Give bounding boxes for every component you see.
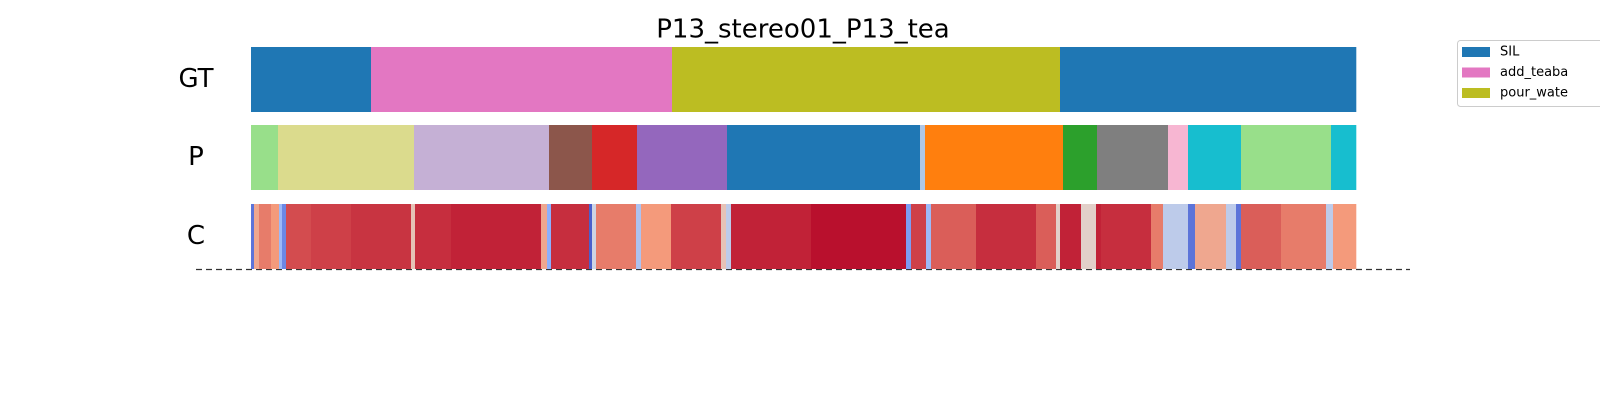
segment xyxy=(1188,204,1196,269)
segment xyxy=(371,47,673,112)
segment xyxy=(1188,125,1242,190)
segment xyxy=(1241,125,1332,190)
segment xyxy=(672,47,1061,112)
segment xyxy=(278,125,415,190)
segment xyxy=(636,204,642,269)
segment xyxy=(727,125,921,190)
segment xyxy=(911,204,927,269)
segment xyxy=(731,204,812,269)
segment xyxy=(1333,204,1357,269)
segment xyxy=(351,204,412,269)
segment xyxy=(721,204,727,269)
segment xyxy=(1036,204,1057,269)
segment xyxy=(641,204,672,269)
segment xyxy=(282,204,287,269)
segment xyxy=(1236,204,1242,269)
segment xyxy=(592,204,597,269)
segment xyxy=(589,204,593,269)
segment xyxy=(1226,204,1237,269)
segment xyxy=(920,125,926,190)
segment xyxy=(254,204,260,269)
segment xyxy=(1063,125,1098,190)
row-label: GT xyxy=(178,64,213,94)
segment xyxy=(811,204,907,269)
segment xyxy=(311,204,352,269)
segment xyxy=(451,204,542,269)
segment xyxy=(596,204,637,269)
segment xyxy=(1326,204,1334,269)
segment xyxy=(259,204,272,269)
segment xyxy=(1151,204,1164,269)
segment xyxy=(976,204,1037,269)
segment xyxy=(671,204,722,269)
segment xyxy=(547,204,552,269)
row-label: P xyxy=(188,142,204,172)
legend-swatch xyxy=(1462,88,1490,98)
segment xyxy=(1101,204,1152,269)
segment xyxy=(251,47,372,112)
segment xyxy=(592,125,638,190)
legend-label: add_teaba xyxy=(1500,65,1568,80)
segment xyxy=(411,204,416,269)
segment xyxy=(415,204,452,269)
segment xyxy=(1060,47,1357,112)
segment xyxy=(726,204,732,269)
segment xyxy=(271,204,280,269)
segment xyxy=(286,204,312,269)
segment xyxy=(1096,204,1102,269)
segment xyxy=(1163,204,1189,269)
segment xyxy=(1331,125,1357,190)
segment xyxy=(637,125,728,190)
segment xyxy=(931,204,977,269)
legend-label: SIL xyxy=(1500,45,1520,60)
legend-label: pour_wate xyxy=(1500,86,1568,101)
segment xyxy=(925,125,1064,190)
chart-title: P13_stereo01_P13_tea xyxy=(656,15,950,45)
segment xyxy=(251,204,255,269)
segment xyxy=(1097,125,1169,190)
segment xyxy=(926,204,932,269)
legend-swatch xyxy=(1462,67,1490,78)
legend-swatch xyxy=(1462,47,1490,57)
segment xyxy=(279,204,283,269)
segment xyxy=(1081,204,1097,269)
segment xyxy=(541,204,548,269)
segment xyxy=(1195,204,1227,269)
legend-box xyxy=(1457,40,1600,107)
segment xyxy=(251,125,279,190)
segment xyxy=(551,204,590,269)
segment xyxy=(1168,125,1189,190)
segment xyxy=(549,125,593,190)
segment xyxy=(414,125,550,190)
segment xyxy=(906,204,912,269)
row-label: C xyxy=(187,221,205,251)
segment xyxy=(1060,204,1082,269)
segment xyxy=(1241,204,1282,269)
segment xyxy=(1281,204,1327,269)
segment xyxy=(1056,204,1061,269)
